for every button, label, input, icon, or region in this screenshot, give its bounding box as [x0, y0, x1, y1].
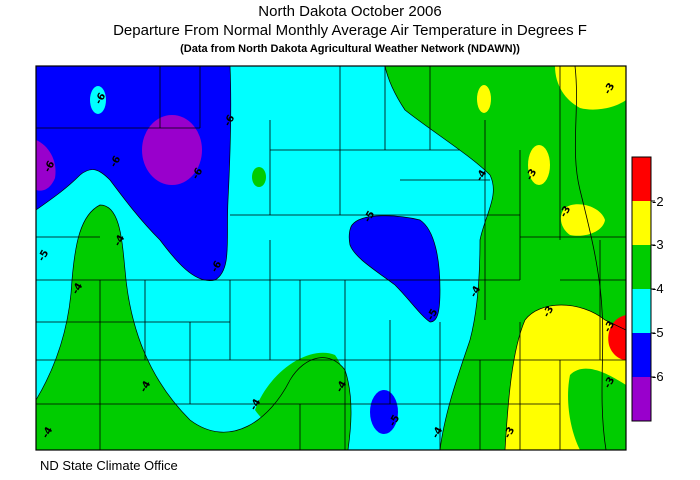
- region-yellow-blob-1: [477, 85, 491, 113]
- map-subtitle: Departure From Normal Monthly Average Ai…: [113, 22, 587, 39]
- region-purple-northwest: [142, 115, 202, 185]
- region-yellow-blob-2: [528, 145, 550, 185]
- legend-tick-minus-6: -6: [652, 369, 664, 384]
- contour-value-label: -6: [209, 259, 224, 274]
- contour-value-label: -4: [474, 168, 489, 183]
- region-purple-west-edge: [36, 140, 56, 191]
- legend-swatch: [632, 201, 651, 245]
- contour-value-label: -6: [222, 113, 237, 128]
- contour-value-label: -3: [541, 304, 556, 319]
- contour-value-label: -4: [248, 397, 263, 412]
- legend-tick-minus-3: -3: [652, 237, 664, 252]
- region-blue-south: [370, 390, 398, 434]
- legend-swatch: [632, 377, 651, 421]
- data-source-note: (Data from North Dakota Agricultural Wea…: [180, 43, 520, 55]
- map-title: North Dakota October 2006: [258, 3, 442, 20]
- contour-value-label: -4: [334, 379, 349, 394]
- county-boundaries: [36, 66, 626, 450]
- contour-value-label: -6: [190, 166, 205, 181]
- red-river: [574, 66, 607, 450]
- contour-value-label: -6: [93, 91, 108, 106]
- legend-colorbar: [631, 156, 655, 422]
- region-green-blob: [252, 167, 266, 187]
- state-outline: [35, 65, 627, 451]
- legend-swatch: [632, 289, 651, 333]
- legend-tick-minus-2: -2: [652, 194, 664, 209]
- contour-value-labels: -6 -6 -6 -6 -6 -6 -5 -5 -5 -5 -4 -4 -4 -4 -4 -4 -4 -4 -4 -3…: [36, 81, 617, 440]
- contour-value-label: -4: [430, 425, 445, 440]
- region-yellow-east: [560, 204, 605, 236]
- region-blue-central: [349, 215, 440, 322]
- contour-value-label: -5: [362, 209, 377, 224]
- legend-swatch: [632, 245, 651, 289]
- region-green-west: [36, 205, 352, 450]
- contour-value-label: -3: [558, 204, 573, 219]
- legend-tick-minus-5: -5: [652, 325, 664, 340]
- region-yellow-southeast: [505, 305, 626, 450]
- source-credit: ND State Climate Office: [40, 458, 178, 473]
- region-yellow-northeast: [555, 66, 626, 110]
- contour-value-label: -3: [524, 167, 539, 182]
- legend-swatch: [632, 333, 651, 377]
- contour-value-label: -5: [425, 307, 440, 322]
- region-green-south-central: [255, 352, 350, 450]
- contour-value-label: -3: [502, 425, 517, 440]
- contour-value-label: -6: [108, 154, 123, 169]
- contour-regions: [36, 66, 626, 450]
- contour-value-label: -5: [36, 248, 51, 263]
- contour-value-label: -4: [70, 281, 85, 296]
- contour-value-label: -3: [602, 375, 617, 390]
- contour-value-label: -5: [387, 413, 402, 428]
- region-cyan-hole: [90, 86, 106, 114]
- contour-value-label: -3: [602, 319, 617, 334]
- contour-value-label: -4: [112, 233, 127, 248]
- contour-value-label: -6: [42, 159, 57, 174]
- legend-swatch: [632, 157, 651, 201]
- contour-value-label: -4: [468, 284, 483, 299]
- legend-tick-minus-4: -4: [652, 281, 664, 296]
- contour-value-label: -4: [40, 425, 55, 440]
- contour-value-label: -3: [602, 81, 617, 96]
- region-red-east-edge: [608, 315, 626, 360]
- contour-value-label: -4: [138, 379, 153, 394]
